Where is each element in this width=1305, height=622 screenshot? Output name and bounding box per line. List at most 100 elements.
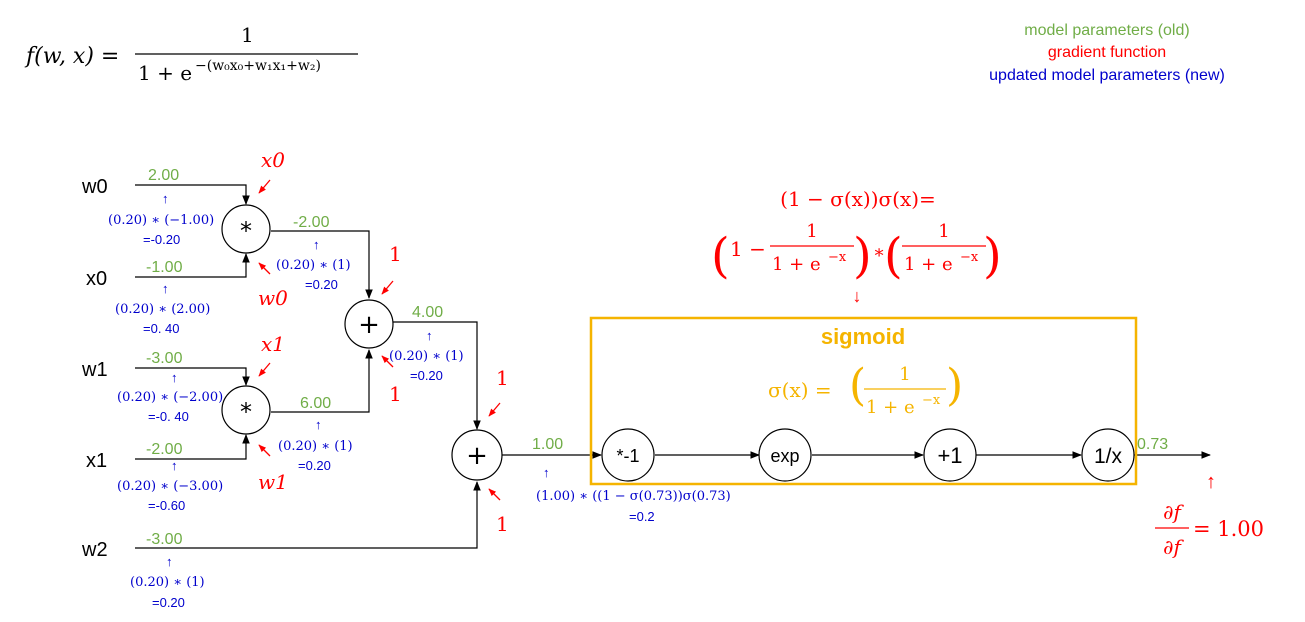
- node-add1-label: +: [466, 441, 488, 471]
- value-mul1-out: 6.00: [300, 395, 331, 412]
- result-x0: =0. 40: [143, 321, 180, 336]
- sigmoid-grad-lparen1: (: [711, 228, 730, 284]
- grad-mul0-bottom: w0: [258, 286, 288, 310]
- old-values: 2.00 -1.00 -3.00 -2.00 -3.00 -2.00 6.00 …: [146, 167, 1168, 548]
- grad-add0-top-arrow: [381, 280, 394, 295]
- input-w0-label: w0: [81, 176, 108, 198]
- wire-w1: [135, 367, 250, 386]
- node-add1: [451, 429, 503, 481]
- node-recip-label: 1/x: [1094, 445, 1123, 468]
- wire-mul0-add0: [271, 230, 373, 299]
- value-w1: -3.00: [146, 350, 183, 367]
- sigmoid-box: [589, 316, 1138, 486]
- grad-add0-top: 1: [389, 242, 402, 266]
- legend: model parameters (old) gradient function…: [989, 22, 1225, 84]
- sigmoid-def-lparen: (: [849, 360, 866, 411]
- node-mul0: [221, 204, 271, 254]
- wire-w2: [135, 481, 481, 549]
- update-x0: (0.20) ∗ (2.00): [115, 302, 210, 317]
- sigmoid-grad-times: ∗: [873, 242, 885, 263]
- result-mul1: =0.20: [298, 458, 331, 473]
- result-add0: =0.20: [410, 368, 443, 383]
- update-mul1: (0.20) ∗ (1): [278, 439, 353, 454]
- value-w0: 2.00: [148, 167, 179, 184]
- wire-x0: [135, 253, 250, 278]
- grad-mul1-top: x1: [261, 332, 285, 356]
- final-den: ∂f: [1163, 535, 1184, 559]
- gradients: x0 w0 x1 w1 1 1 1 1: [258, 148, 509, 536]
- grad-mul1-bottom: w1: [258, 470, 288, 494]
- sigmoid-grad-den1: 1 + e: [772, 254, 821, 275]
- nodes: * * + + *-1 exp +1 1/x: [221, 204, 1135, 482]
- sigmoid-def-den: 1 + e: [866, 397, 915, 418]
- final-num: ∂f: [1163, 500, 1184, 524]
- result-add1: =0.2: [629, 509, 655, 524]
- sigmoid-def-exp: −x: [922, 393, 941, 408]
- node-add0-label: +: [358, 310, 380, 340]
- result-w0: =-0.20: [143, 232, 180, 247]
- up-arrow-x0: ↑: [162, 281, 169, 296]
- wire-w0: [135, 184, 250, 205]
- node-recip: [1081, 428, 1135, 482]
- update-w1: (0.20) ∗ (−2.00): [117, 390, 223, 405]
- grad-add1-top-arrow: [488, 402, 501, 417]
- update-x1: (0.20) ∗ (−3.00): [117, 479, 223, 494]
- result-w1: =-0. 40: [148, 409, 189, 424]
- sigmoid-grad-num2: 1: [938, 221, 949, 242]
- input-x0-label: x0: [86, 268, 107, 290]
- formula-denominator: 1 + e: [138, 61, 192, 85]
- updates: ↑ (0.20) ∗ (−1.00) =-0.20 ↑ (0.20) ∗ (2.…: [108, 191, 731, 610]
- sigmoid-gradient: (1 − σ(x))σ(x)= ( 1 − 1 1 + e −x ) ∗ ( 1…: [711, 187, 1002, 306]
- up-arrow-mul0: ↑: [313, 237, 320, 252]
- update-w0: (0.20) ∗ (−1.00): [108, 213, 214, 228]
- up-arrow-add0: ↑: [426, 328, 433, 343]
- legend-old: model parameters (old): [1024, 22, 1189, 39]
- update-add1: (1.00) ∗ ((1 − σ(0.73))σ(0.73): [536, 489, 731, 504]
- node-mul0-label: *: [240, 217, 252, 245]
- sigmoid-def-num: 1: [899, 364, 910, 385]
- sigmoid-grad-rparen1: ): [853, 228, 872, 284]
- input-x1-label: x1: [86, 450, 107, 472]
- input-w1-label: w1: [81, 359, 108, 381]
- up-arrow-mul1: ↑: [315, 417, 322, 432]
- node-mul1: [221, 385, 271, 435]
- grad-add0-bottom-arrow: [381, 355, 394, 368]
- wires: [135, 184, 1211, 549]
- final-up-arrow: ↑: [1206, 471, 1216, 493]
- update-mul0: (0.20) ∗ (1): [276, 258, 351, 273]
- input-labels: w0 x0 w1 x1 w2: [81, 176, 108, 561]
- sigmoid-grad-rparen2: ): [983, 228, 1002, 284]
- node-add0: [344, 299, 394, 349]
- up-arrow-w0: ↑: [162, 191, 169, 206]
- formula-lhs: f(w, x) =: [24, 44, 119, 69]
- sigmoid-definition: σ(x) = ( 1 1 + e −x ): [768, 360, 963, 418]
- up-arrow-add1: ↑: [543, 465, 550, 480]
- node-mul1-label: *: [240, 398, 252, 426]
- up-arrow-x1: ↑: [171, 458, 178, 473]
- formula-numerator: 1: [241, 23, 254, 47]
- grad-add0-bottom: 1: [389, 382, 402, 406]
- legend-gradient: gradient function: [1048, 44, 1166, 61]
- input-w2-label: w2: [81, 539, 108, 561]
- sigmoid-grad-exp2: −x: [960, 250, 979, 265]
- sigmoid-title: sigmoid: [821, 324, 905, 349]
- result-x1: =-0.60: [148, 498, 185, 513]
- value-add0-out: 4.00: [412, 304, 443, 321]
- grad-mul0-top-arrow: [258, 179, 271, 194]
- final-value: = 1.00: [1193, 517, 1264, 541]
- sigmoid-grad-exp1: −x: [828, 250, 847, 265]
- update-add0: (0.20) ∗ (1): [389, 349, 464, 364]
- sigmoid-grad-lparen2: (: [884, 228, 903, 284]
- up-arrow-w1: ↑: [171, 370, 178, 385]
- wire-add0-add1: [393, 321, 481, 430]
- node-neg-label: *-1: [616, 446, 639, 466]
- grad-mul0-top: x0: [261, 148, 285, 172]
- node-exp-label: exp: [770, 446, 799, 466]
- node-exp: [758, 428, 812, 482]
- sigmoid-def-lhs: σ(x) =: [768, 378, 832, 402]
- legend-new: updated model parameters (new): [989, 67, 1225, 84]
- node-neg: [601, 428, 655, 482]
- value-mul0-out: -2.00: [293, 214, 330, 231]
- sigmoid-grad-down-arrow: ↓: [853, 286, 862, 306]
